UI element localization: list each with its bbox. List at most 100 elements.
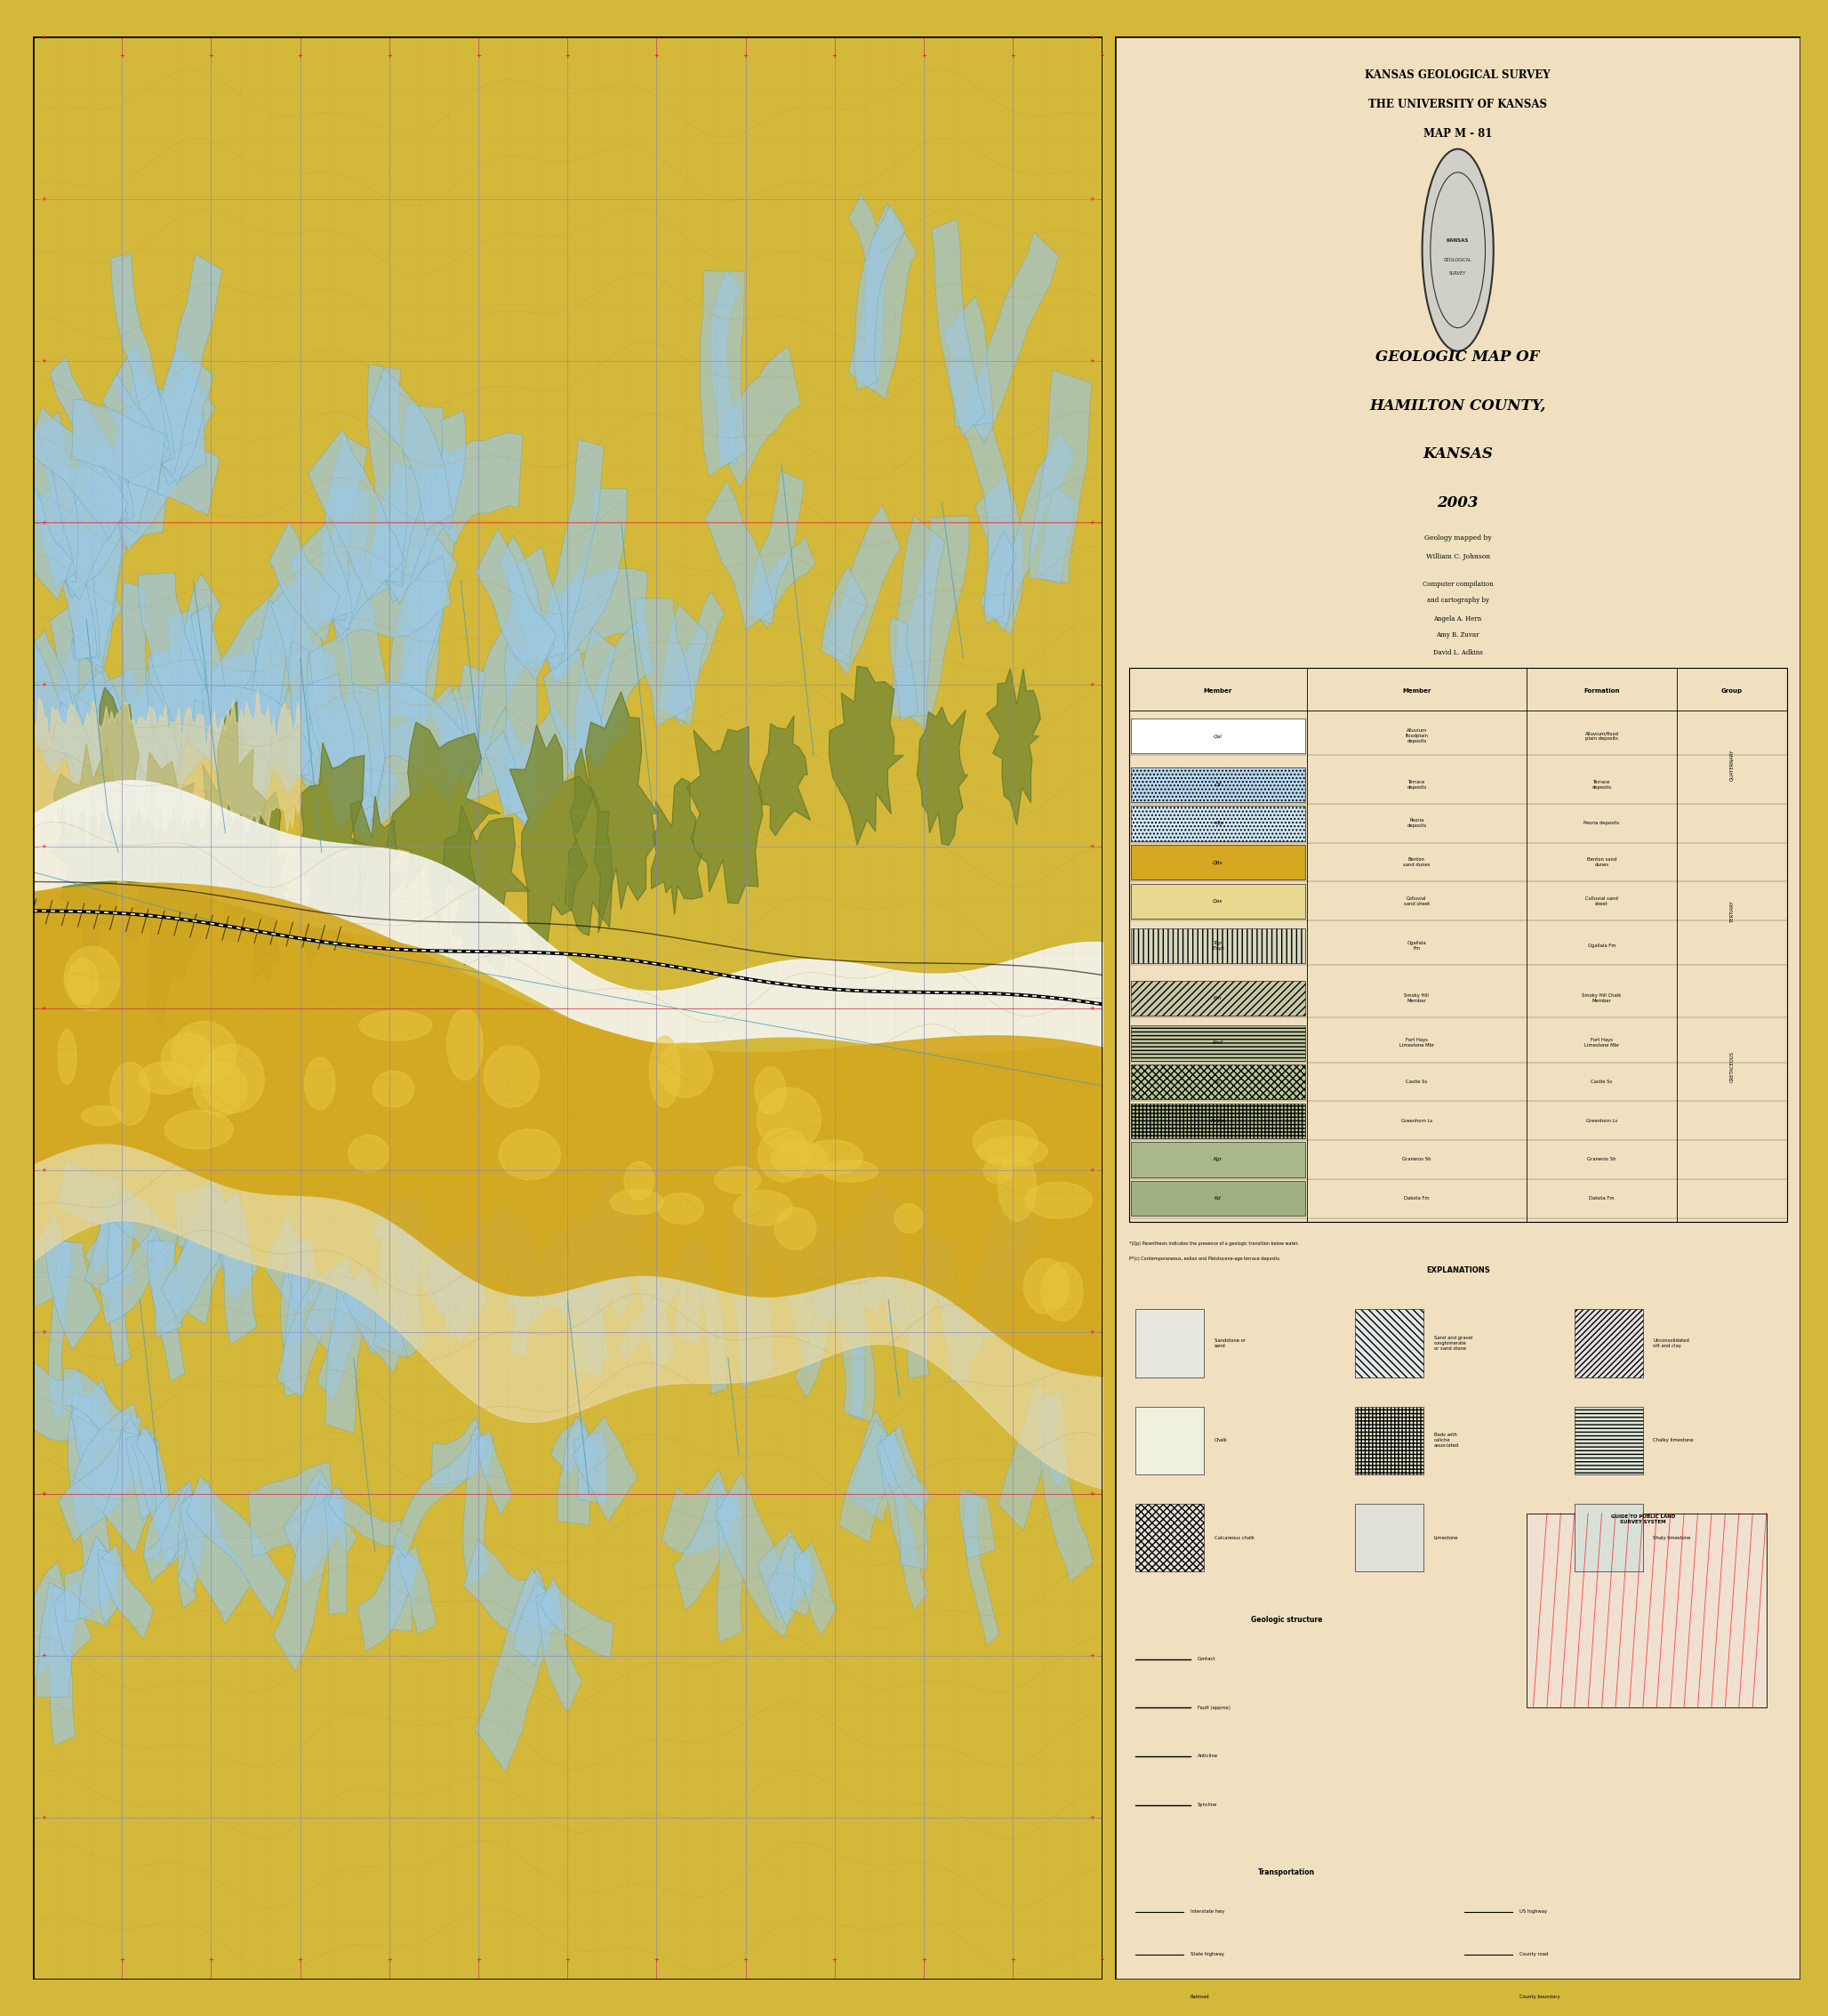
Bar [1135,1308,1205,1377]
Polygon shape [55,468,99,659]
Polygon shape [612,1189,676,1371]
Text: THE UNIVERSITY OF KANSAS: THE UNIVERSITY OF KANSAS [1369,99,1546,111]
Polygon shape [287,1240,322,1308]
Polygon shape [985,530,1016,623]
Text: +Qp: +Qp [1212,821,1223,827]
Polygon shape [232,601,296,821]
Text: +: + [208,1958,214,1964]
Polygon shape [536,569,647,685]
Polygon shape [110,1062,150,1125]
Polygon shape [108,1193,133,1288]
Polygon shape [73,1395,108,1460]
Bar [1132,1103,1305,1139]
Polygon shape [1042,1262,1084,1320]
Polygon shape [49,1585,75,1746]
Text: +: + [1099,52,1104,58]
Text: Computer compilation: Computer compilation [1422,581,1493,589]
Polygon shape [983,1157,1013,1183]
Polygon shape [550,1240,594,1327]
Text: KANSAS: KANSAS [1446,238,1470,242]
Polygon shape [283,1240,311,1397]
Polygon shape [658,1042,713,1097]
Polygon shape [715,1167,760,1193]
Polygon shape [1036,486,1077,585]
Polygon shape [148,254,221,476]
Polygon shape [918,708,967,845]
Polygon shape [675,1240,709,1345]
Polygon shape [91,687,141,867]
Polygon shape [395,1187,483,1345]
Polygon shape [188,700,258,825]
Text: +: + [921,52,927,58]
Polygon shape [1011,1193,1046,1250]
Polygon shape [689,1234,728,1395]
Text: KANSAS GEOLOGICAL SURVEY: KANSAS GEOLOGICAL SURVEY [1366,69,1550,81]
Polygon shape [543,1226,581,1310]
Polygon shape [64,1536,119,1621]
Polygon shape [62,1369,141,1454]
Polygon shape [510,726,594,954]
Circle shape [1422,149,1493,351]
Polygon shape [344,1264,409,1373]
Polygon shape [274,1482,345,1671]
Bar [1135,1407,1205,1474]
Text: Smoky Hill
Member: Smoky Hill Member [1404,994,1429,1004]
Bar [1132,982,1305,1016]
Polygon shape [146,651,265,798]
Polygon shape [68,1391,110,1570]
Polygon shape [282,1234,311,1347]
Polygon shape [673,1478,739,1611]
Polygon shape [139,573,208,736]
Polygon shape [110,427,135,524]
Polygon shape [283,1470,345,1583]
Polygon shape [823,1159,877,1181]
Text: SURVEY: SURVEY [1450,272,1466,276]
Text: Sand and gravel
conglomerate
or sand stone: Sand and gravel conglomerate or sand sto… [1433,1337,1472,1351]
Polygon shape [143,1482,199,1583]
Polygon shape [790,1214,841,1282]
Polygon shape [152,619,210,788]
Text: Kd: Kd [1214,1195,1221,1202]
Text: Benton
sand dunes: Benton sand dunes [1404,857,1429,867]
Polygon shape [506,546,565,663]
Text: Dakota Fm: Dakota Fm [1404,1195,1429,1202]
Polygon shape [753,536,815,629]
Polygon shape [373,1070,415,1107]
Polygon shape [265,1216,313,1314]
Text: Group: Group [1722,689,1742,694]
Polygon shape [102,373,166,480]
Polygon shape [325,1492,356,1554]
Text: +: + [119,1958,124,1964]
Text: +: + [1089,359,1095,363]
Polygon shape [437,685,473,776]
Bar [1355,1407,1424,1474]
Polygon shape [556,1224,603,1377]
Polygon shape [186,579,300,738]
Polygon shape [203,685,313,794]
Text: Colluvial
sand sheet: Colluvial sand sheet [1404,897,1429,905]
Text: Shaly limestone: Shaly limestone [1653,1536,1691,1540]
Polygon shape [978,1137,1047,1167]
Polygon shape [146,645,183,778]
Polygon shape [1029,371,1091,583]
Polygon shape [499,1129,561,1179]
Polygon shape [876,1425,929,1570]
Text: QBs: QBs [1212,861,1223,865]
Polygon shape [943,296,993,427]
Polygon shape [102,1429,159,1552]
Polygon shape [576,619,653,770]
Polygon shape [583,700,631,768]
Text: Geology mapped by: Geology mapped by [1424,534,1492,540]
Polygon shape [360,1010,431,1040]
Polygon shape [316,1274,364,1399]
Text: *(Qp) Parenthesis indicates the presence of a geologic transition below water.: *(Qp) Parenthesis indicates the presence… [1130,1242,1298,1246]
Polygon shape [112,710,157,823]
Polygon shape [378,444,466,603]
Polygon shape [71,399,166,494]
Polygon shape [393,1427,488,1558]
Polygon shape [144,347,214,484]
Bar [1132,1143,1305,1177]
Text: +: + [40,359,46,363]
Polygon shape [181,702,276,941]
Text: Unconsolidated
silt and clay: Unconsolidated silt and clay [1653,1339,1689,1349]
